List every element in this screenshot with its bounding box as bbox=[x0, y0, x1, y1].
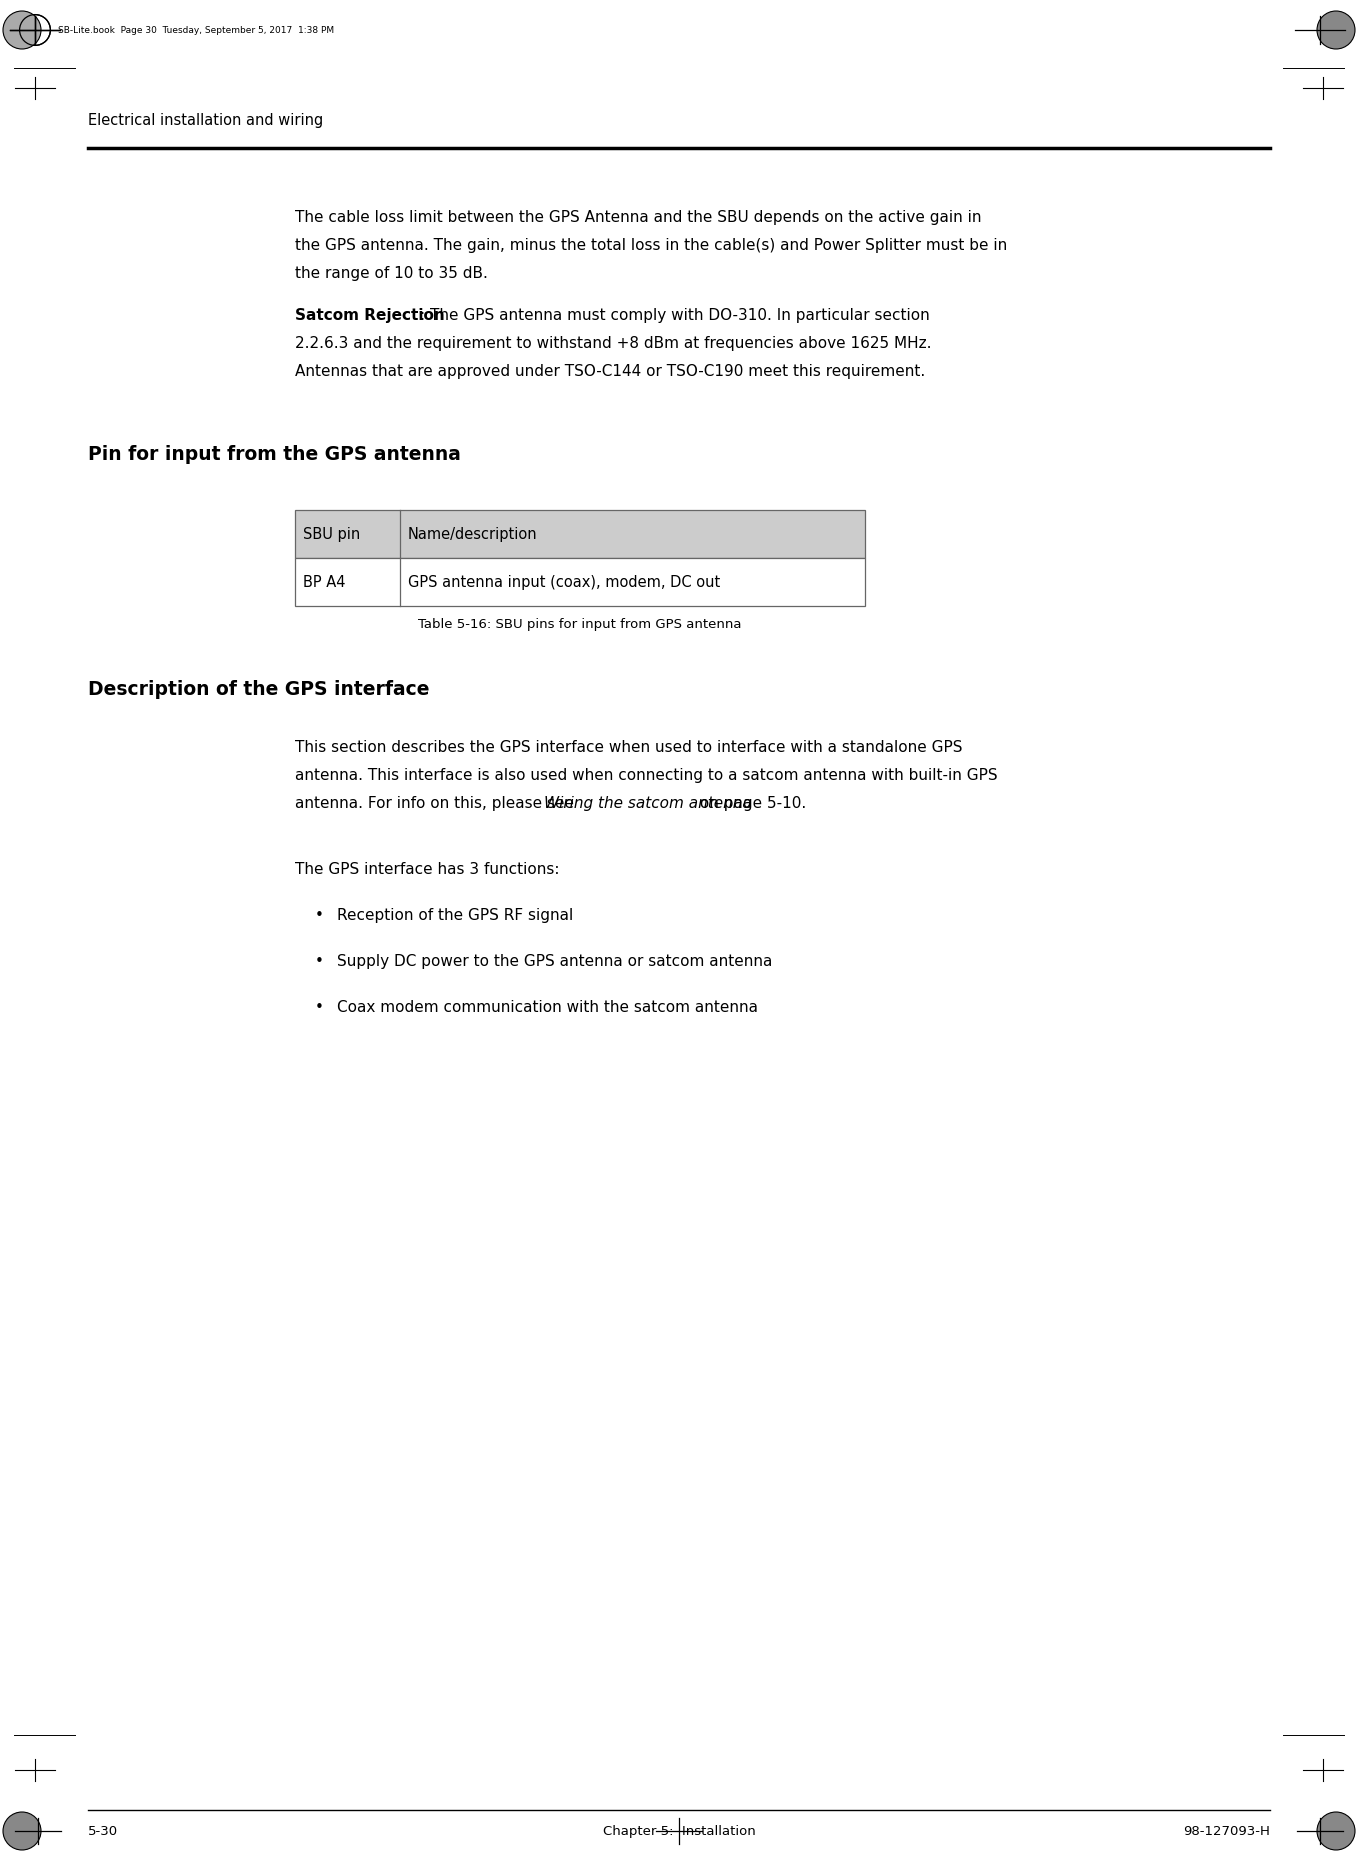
Text: SB-Lite.book  Page 30  Tuesday, September 5, 2017  1:38 PM: SB-Lite.book Page 30 Tuesday, September … bbox=[58, 26, 334, 34]
Bar bbox=[295, 509, 865, 558]
Text: the GPS antenna. The gain, minus the total loss in the cable(s) and Power Splitt: the GPS antenna. The gain, minus the tot… bbox=[295, 238, 1008, 253]
Text: •: • bbox=[315, 1000, 323, 1015]
Text: Electrical installation and wiring: Electrical installation and wiring bbox=[88, 112, 323, 127]
Text: Antennas that are approved under TSO-C144 or TSO-C190 meet this requirement.: Antennas that are approved under TSO-C14… bbox=[295, 363, 925, 378]
Text: Coax modem communication with the satcom antenna: Coax modem communication with the satcom… bbox=[337, 1000, 758, 1015]
Text: Description of the GPS interface: Description of the GPS interface bbox=[88, 680, 429, 699]
Text: Pin for input from the GPS antenna: Pin for input from the GPS antenna bbox=[88, 446, 460, 465]
Text: GPS antenna input (coax), modem, DC out: GPS antenna input (coax), modem, DC out bbox=[407, 575, 720, 590]
Text: 5-30: 5-30 bbox=[88, 1824, 118, 1837]
Text: •: • bbox=[315, 953, 323, 968]
Text: The GPS interface has 3 functions:: The GPS interface has 3 functions: bbox=[295, 862, 559, 877]
Bar bbox=[295, 558, 865, 607]
Text: SBU pin: SBU pin bbox=[303, 526, 360, 541]
Text: Chapter 5:  Installation: Chapter 5: Installation bbox=[603, 1824, 755, 1837]
Text: on page 5-10.: on page 5-10. bbox=[694, 796, 805, 811]
Text: This section describes the GPS interface when used to interface with a standalon: This section describes the GPS interface… bbox=[295, 740, 963, 755]
Text: 2.2.6.3 and the requirement to withstand +8 dBm at frequencies above 1625 MHz.: 2.2.6.3 and the requirement to withstand… bbox=[295, 335, 932, 350]
Text: Supply DC power to the GPS antenna or satcom antenna: Supply DC power to the GPS antenna or sa… bbox=[337, 953, 773, 968]
Text: Reception of the GPS RF signal: Reception of the GPS RF signal bbox=[337, 908, 573, 923]
Text: BP A4: BP A4 bbox=[303, 575, 345, 590]
Text: Name/description: Name/description bbox=[407, 526, 538, 541]
Text: Satcom Rejection: Satcom Rejection bbox=[295, 307, 445, 322]
Ellipse shape bbox=[3, 1811, 41, 1851]
Text: antenna. For info on this, please see: antenna. For info on this, please see bbox=[295, 796, 579, 811]
Text: 98-127093-H: 98-127093-H bbox=[1183, 1824, 1270, 1837]
Text: : The GPS antenna must comply with DO-310. In particular section: : The GPS antenna must comply with DO-31… bbox=[420, 307, 930, 322]
Text: Wiring the satcom antenna: Wiring the satcom antenna bbox=[545, 796, 751, 811]
Ellipse shape bbox=[1317, 11, 1355, 49]
Text: •: • bbox=[315, 908, 323, 923]
Text: Table 5-16: SBU pins for input from GPS antenna: Table 5-16: SBU pins for input from GPS … bbox=[418, 618, 741, 631]
Text: antenna. This interface is also used when connecting to a satcom antenna with bu: antenna. This interface is also used whe… bbox=[295, 768, 998, 783]
Text: the range of 10 to 35 dB.: the range of 10 to 35 dB. bbox=[295, 266, 488, 281]
Ellipse shape bbox=[3, 11, 41, 49]
Ellipse shape bbox=[1317, 1811, 1355, 1851]
Text: The cable loss limit between the GPS Antenna and the SBU depends on the active g: The cable loss limit between the GPS Ant… bbox=[295, 210, 982, 225]
